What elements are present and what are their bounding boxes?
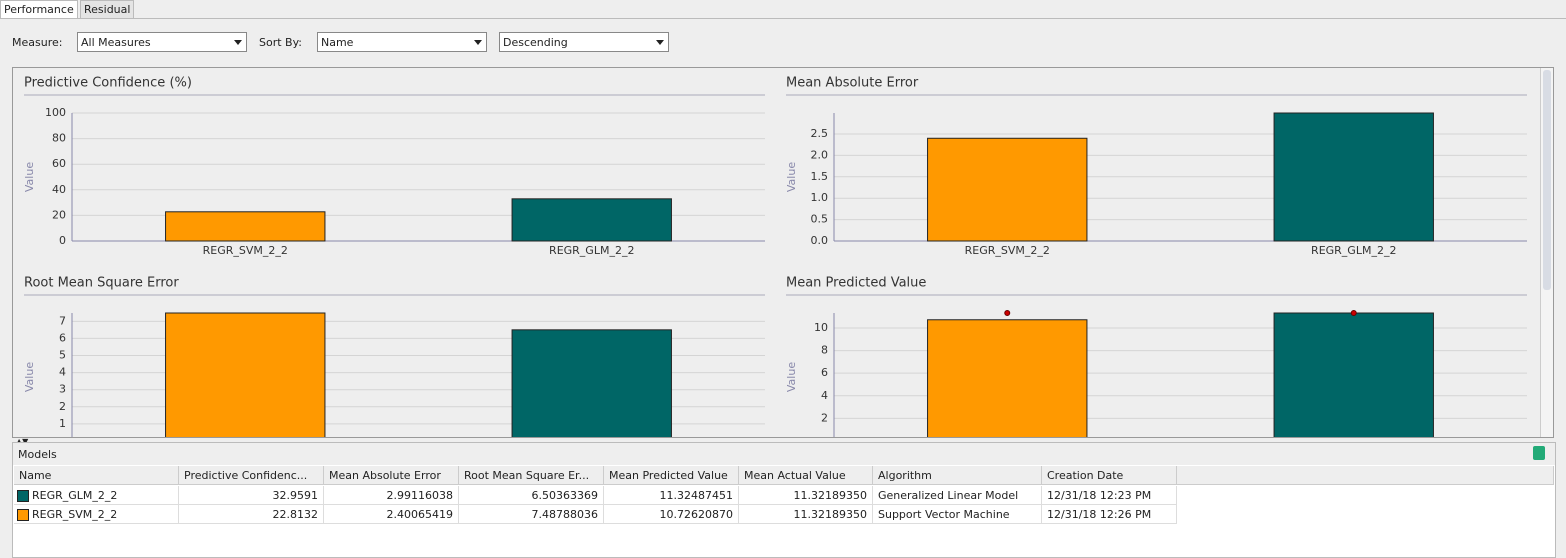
column-header[interactable]: Name [14, 466, 179, 485]
y-tick-label: 1.0 [811, 191, 829, 204]
column-header[interactable]: Mean Predicted Value [604, 466, 739, 485]
y-tick-label: 2.5 [811, 127, 829, 140]
column-header[interactable]: Predictive Confidenc... [179, 466, 324, 485]
table-cell: 7.48788036 [459, 505, 604, 524]
bar [511, 198, 672, 242]
table-cell: 11.32189350 [739, 486, 873, 505]
marker [1350, 310, 1357, 317]
y-tick-label: 3 [59, 383, 66, 396]
y-tick-label: 80 [52, 132, 66, 145]
color-swatch [17, 509, 29, 521]
chart-title: Mean Absolute Error [786, 76, 919, 91]
table-cell: REGR_GLM_2_2 [14, 486, 179, 505]
table-cell: 12/31/18 12:26 PM [1042, 505, 1177, 524]
table-cell: 10.72620870 [604, 505, 739, 524]
dropdown[interactable]: Name [317, 32, 487, 52]
splitter[interactable]: ▲▼ [16, 437, 28, 446]
y-axis-label: Value [23, 362, 36, 392]
bar [1273, 112, 1434, 242]
column-header[interactable]: Creation Date [1042, 466, 1177, 485]
tab[interactable]: Residual [80, 0, 135, 19]
charts: Predictive Confidence (%) Value 0 20 40 60 80 1… [23, 76, 1527, 437]
label: Sort By: [259, 36, 303, 49]
table-cell: 2.40065419 [324, 505, 459, 524]
column-header[interactable]: Root Mean Square Er... [459, 466, 604, 485]
y-tick-label: 6 [59, 331, 66, 344]
table-cell: Support Vector Machine [873, 505, 1042, 524]
y-axis-label: Value [785, 162, 798, 192]
y-tick-label: 4 [821, 389, 828, 402]
marker [1004, 310, 1011, 317]
y-tick-label: 60 [52, 157, 66, 170]
models-table: Name Predictive Confidenc... Mean Absolute… [14, 466, 1554, 526]
x-tick-label: REGR_SVM_2_2 [203, 244, 288, 257]
y-tick-label: 6 [821, 366, 828, 379]
bar [927, 137, 1088, 242]
y-tick-label: 1.5 [811, 170, 829, 183]
y-tick-label: 20 [52, 208, 66, 221]
table-cell: 32.9591 [179, 486, 324, 505]
bar [511, 329, 672, 437]
x-tick-label: REGR_GLM_2_2 [1311, 244, 1396, 257]
chart-title: Predictive Confidence (%) [24, 76, 192, 91]
bar [927, 319, 1088, 437]
tab-line [0, 18, 1566, 19]
column-header[interactable]: Mean Absolute Error [324, 466, 459, 485]
y-axis-label: Value [23, 162, 36, 192]
y-tick-label: 1 [59, 417, 66, 430]
y-tick-label: 2 [821, 411, 828, 424]
y-tick-label: 2 [59, 400, 66, 413]
panel-title: Models [18, 448, 57, 461]
dropdown[interactable]: All Measures [77, 32, 247, 52]
column-header[interactable]: Algorithm [873, 466, 1042, 485]
x-tick-label: REGR_SVM_2_2 [965, 244, 1050, 257]
y-tick-label: 7 [59, 314, 66, 327]
table-cell: 11.32487451 [604, 486, 739, 505]
table-cell: 2.99116038 [324, 486, 459, 505]
bar [1273, 312, 1434, 437]
table-cell: 22.8132 [179, 505, 324, 524]
column-header[interactable]: Mean Actual Value [739, 466, 873, 485]
y-tick-label: 0 [59, 234, 66, 247]
panel-header [13, 443, 1555, 465]
table-cell: 6.50363369 [459, 486, 604, 505]
header-filler [1177, 466, 1554, 485]
tab[interactable]: Performance [0, 0, 78, 19]
dropdown[interactable]: Descending [499, 32, 669, 52]
scroll-thumb[interactable] [1543, 70, 1551, 290]
y-tick-label: 10 [814, 321, 828, 334]
table-cell: Generalized Linear Model [873, 486, 1042, 505]
y-tick-label: 40 [52, 183, 66, 196]
y-tick-label: 100 [45, 106, 66, 119]
y-tick-label: 8 [821, 344, 828, 357]
table-cell: 12/31/18 12:23 PM [1042, 486, 1177, 505]
chart-title: Mean Predicted Value [786, 276, 926, 291]
bar [165, 211, 326, 242]
refresh-icon[interactable] [1533, 446, 1545, 460]
chart-area: Predictive Confidence (%) Value 0 20 40 60 80 1… [12, 67, 1554, 438]
bar [165, 312, 326, 437]
color-swatch [17, 490, 29, 502]
y-tick-label: 4 [59, 366, 66, 379]
models-panel: Models Name Predictive Confidenc... Mean A… [12, 442, 1556, 558]
chart-title: Root Mean Square Error [24, 276, 179, 291]
y-axis-label: Value [785, 362, 798, 392]
scrollbar[interactable] [1540, 68, 1553, 437]
table-cell: 11.32189350 [739, 505, 873, 524]
table-cell: REGR_SVM_2_2 [14, 505, 179, 524]
y-tick-label: 0.5 [811, 213, 829, 226]
x-tick-label: REGR_GLM_2_2 [549, 244, 634, 257]
y-tick-label: 5 [59, 349, 66, 362]
y-tick-label: 2.0 [811, 148, 829, 161]
y-tick-label: 0.0 [811, 234, 829, 247]
label: Measure: [12, 36, 63, 49]
